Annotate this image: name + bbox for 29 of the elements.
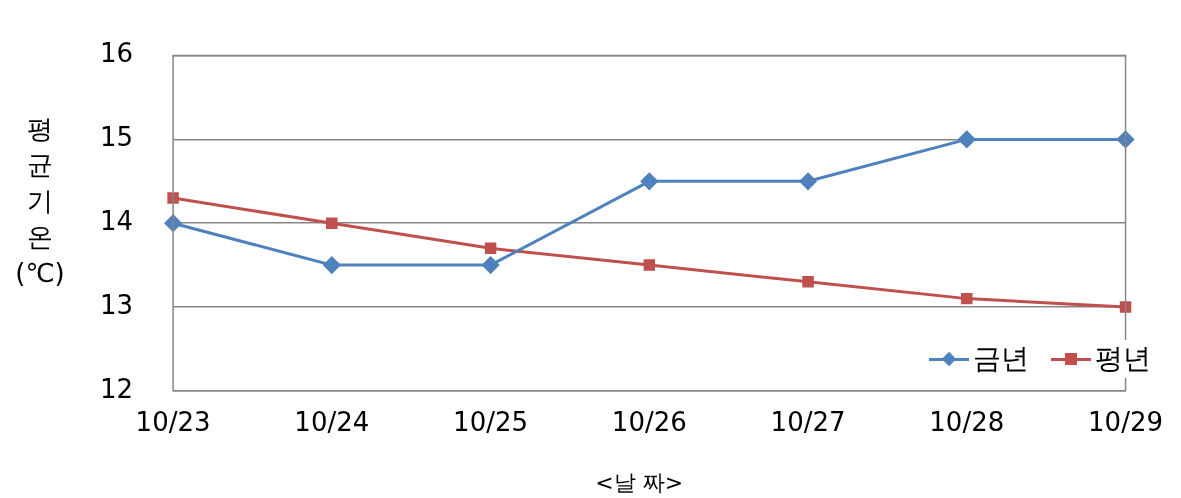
point <box>326 217 338 229</box>
y-tick-label: 16 <box>99 38 134 69</box>
point <box>1119 301 1132 313</box>
x-tick-label: 10/25 <box>453 407 529 438</box>
y-axis-title: 평균기온(℃) <box>15 113 65 288</box>
x-tick-label: 10/29 <box>1088 407 1163 438</box>
point <box>482 256 500 274</box>
x-tick-label: 10/28 <box>929 407 1005 438</box>
point <box>1117 130 1135 148</box>
point <box>643 259 656 271</box>
point <box>958 130 976 148</box>
y-tick-label: 14 <box>99 205 134 236</box>
y-tick-label: 13 <box>99 289 134 320</box>
x-tick-label: 10/26 <box>611 407 687 438</box>
point <box>799 172 817 190</box>
point <box>640 172 658 190</box>
y-tick-label: 12 <box>99 373 134 404</box>
point <box>167 192 179 204</box>
legend-label: 평년 <box>1095 341 1151 377</box>
x-axis-title: <날 짜> <box>595 469 684 495</box>
x-tick-label: 10/27 <box>770 407 846 438</box>
point <box>961 292 973 305</box>
x-tick-label: 10/23 <box>135 407 211 438</box>
point <box>323 256 341 274</box>
point <box>484 242 497 255</box>
x-tick-label: 10/24 <box>294 407 370 438</box>
point <box>802 276 814 288</box>
y-tick-label: 15 <box>99 122 134 153</box>
legend-label: 금년 <box>973 341 1029 377</box>
